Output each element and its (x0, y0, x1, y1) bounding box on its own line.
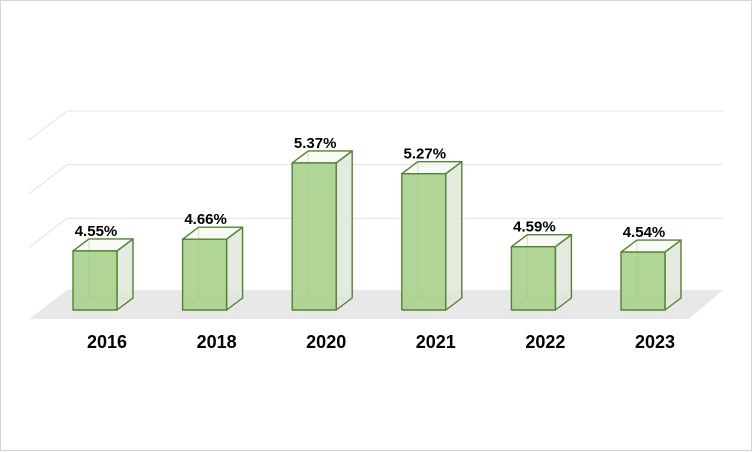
x-tick-label: 2020 (306, 332, 346, 352)
bar-front-face (401, 172, 447, 311)
x-axis-tick-labels: 2016 2018 2020 2021 2022 2023 (87, 332, 675, 352)
bar-front-face (620, 251, 666, 311)
bar-side-face (554, 233, 573, 311)
gridline (28, 164, 723, 195)
bar-side-face (335, 150, 353, 311)
bar-side-face (445, 160, 463, 311)
x-tick-label: 2022 (525, 332, 565, 352)
x-tick-label: 2021 (416, 332, 456, 352)
bar (291, 150, 353, 311)
bar-front-face (510, 245, 557, 311)
gridlines (28, 110, 723, 248)
gridline (28, 110, 723, 141)
data-label: 4.54% (623, 224, 666, 241)
gridline (28, 217, 723, 248)
bar (181, 226, 244, 311)
bar (510, 233, 573, 311)
data-label: 4.55% (75, 223, 118, 240)
x-tick-label: 2018 (197, 332, 237, 352)
bar (72, 238, 134, 311)
bars (72, 150, 682, 311)
data-label: 5.37% (294, 135, 337, 152)
data-labels: 4.55% 4.66% 5.37% 5.27% 4.59% 4.54% (75, 135, 666, 241)
bar-front-face (181, 238, 228, 311)
x-tick-label: 2023 (635, 332, 675, 352)
data-label: 4.66% (184, 211, 227, 228)
bar-side-face (225, 226, 244, 311)
bar (620, 239, 682, 311)
bar-front-face (72, 250, 118, 311)
data-label: 4.59% (513, 219, 556, 236)
bar-front-face (291, 162, 337, 311)
data-label: 5.27% (404, 146, 447, 163)
x-tick-label: 2016 (87, 332, 127, 352)
bar (401, 160, 463, 311)
